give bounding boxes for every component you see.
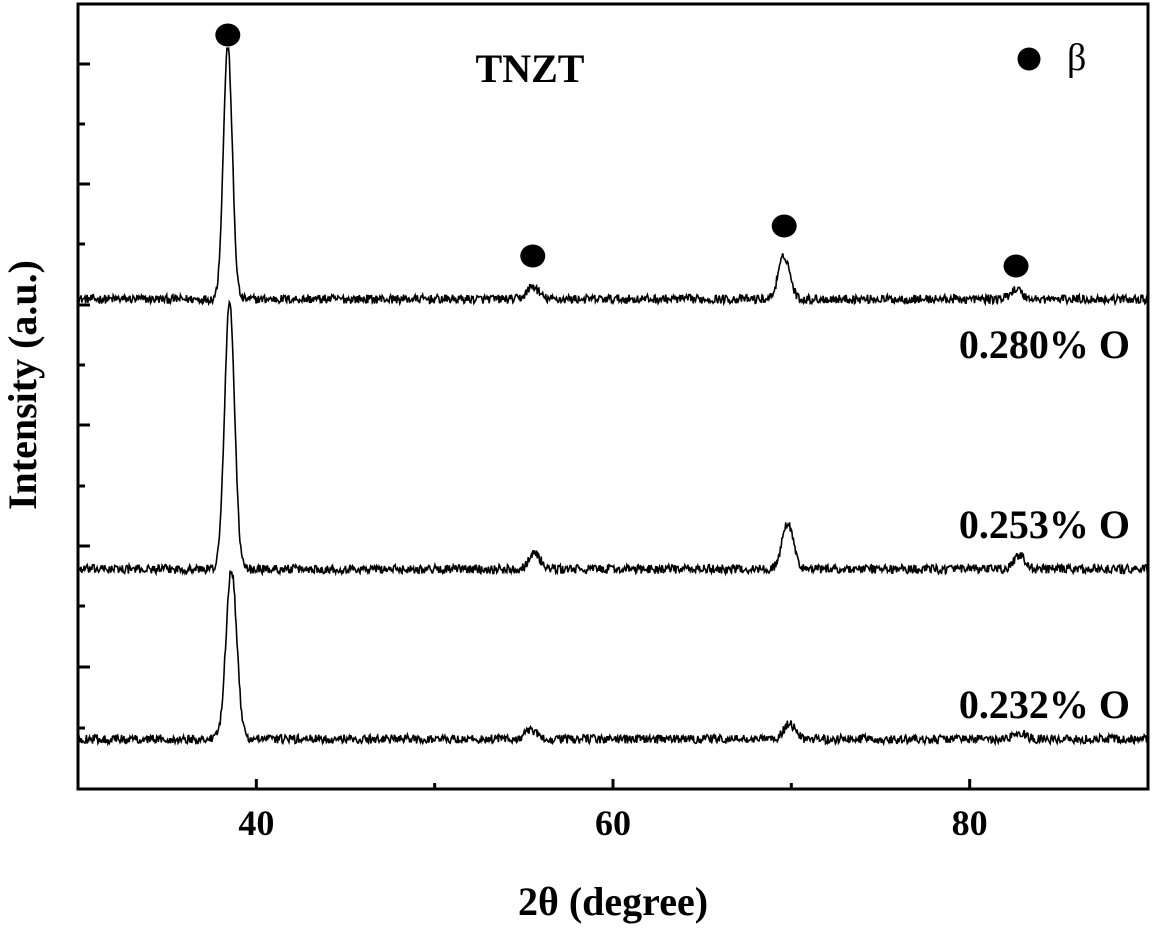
beta-phase-marker	[215, 23, 241, 47]
plot-frame	[76, 2, 1150, 791]
x-axis-label: 2θ (degree)	[518, 879, 708, 924]
legend: β	[1017, 37, 1086, 79]
series-label-1: 0.280% O	[959, 322, 1130, 367]
series-line-2	[77, 299, 1149, 577]
series-line-1	[77, 46, 1149, 307]
series-label-3: 0.232% O	[959, 682, 1130, 727]
series-label-2: 0.253% O	[959, 502, 1130, 547]
beta-phase-marker	[771, 214, 797, 238]
x-tick-label-60: 60	[595, 803, 631, 843]
series-labels: 0.280% O 0.253% O 0.232% O	[959, 322, 1130, 727]
beta-phase-marker	[1003, 254, 1029, 278]
chart-title: TNZT	[476, 46, 585, 91]
beta-phase-marker	[520, 244, 546, 268]
phase-markers	[215, 23, 1029, 278]
y-axis-label: Intensity (a.u.)	[0, 260, 45, 510]
series-line-3	[77, 570, 1149, 747]
x-axis-ticks: 40 60 80	[238, 779, 988, 843]
series-layer	[77, 46, 1149, 747]
legend-label: β	[1067, 37, 1086, 79]
legend-marker	[1017, 47, 1041, 71]
x-tick-label-40: 40	[238, 803, 274, 843]
x-tick-label-80: 80	[952, 803, 988, 843]
